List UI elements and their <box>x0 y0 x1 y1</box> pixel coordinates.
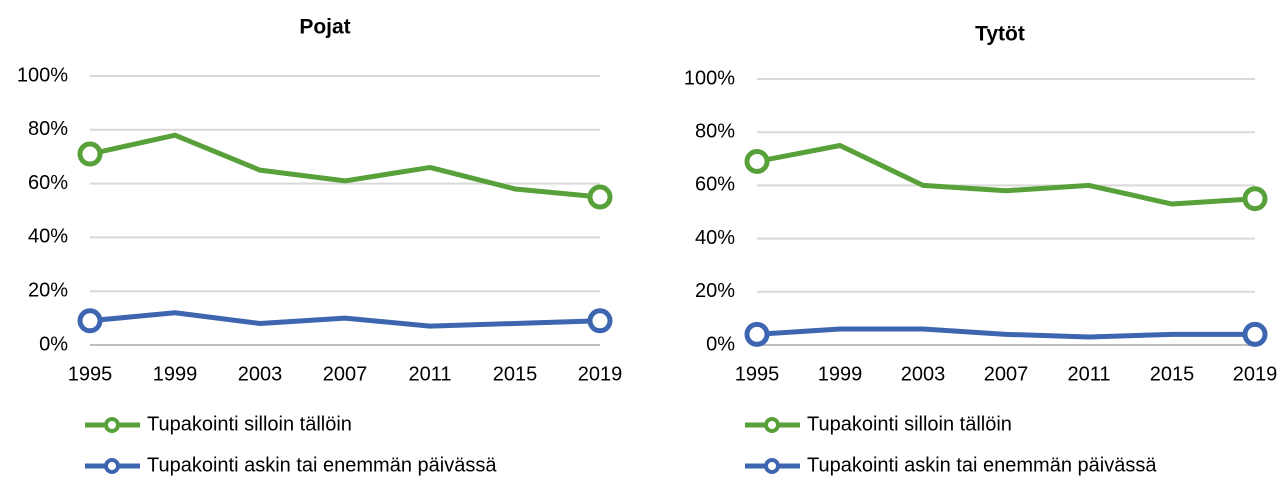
y-tick-label: 60% <box>28 172 68 194</box>
x-tick-label: 1999 <box>818 363 863 385</box>
x-tick-label: 1995 <box>68 363 113 385</box>
x-tick-label: 2011 <box>408 363 451 385</box>
y-tick-label: 0% <box>39 333 68 355</box>
x-tick-label: 2003 <box>238 363 283 385</box>
y-tick-label: 80% <box>695 120 735 142</box>
x-tick-label: 2015 <box>493 363 538 385</box>
line <box>756 143 1256 207</box>
endpoint-marker <box>77 308 103 334</box>
x-tick-label: 2019 <box>1233 363 1278 385</box>
endpoint-marker <box>1242 321 1268 347</box>
legend-label: Tupakointi silloin tällöin <box>807 413 1012 435</box>
endpoint-marker <box>1242 186 1268 212</box>
legend-label: Tupakointi silloin tällöin <box>147 413 352 435</box>
x-tick-label: 2003 <box>901 363 946 385</box>
y-tick-label: 40% <box>695 227 735 249</box>
chart-title: Tytöt <box>975 23 1025 46</box>
legend-marker <box>104 417 120 433</box>
endpoint-marker <box>744 321 770 347</box>
x-tick-label: 2007 <box>323 363 368 385</box>
legend-label: Tupakointi askin tai enemmän päivässä <box>147 454 497 476</box>
legend-marker <box>764 458 780 474</box>
chart-title: Pojat <box>299 16 350 39</box>
y-tick-label: 20% <box>28 279 68 301</box>
y-tick-label: 80% <box>28 118 68 140</box>
y-tick-label: 100% <box>684 67 735 89</box>
y-tick-label: 60% <box>695 174 735 196</box>
legend-marker <box>764 417 780 433</box>
line <box>89 310 601 329</box>
y-tick-label: 0% <box>706 333 735 355</box>
x-tick-label: 2011 <box>1067 363 1110 385</box>
x-tick-label: 1995 <box>735 363 780 385</box>
y-tick-label: 100% <box>17 64 68 86</box>
line <box>756 326 1255 340</box>
endpoint-marker <box>587 308 613 334</box>
x-tick-label: 1999 <box>153 363 198 385</box>
line <box>89 132 601 200</box>
y-tick-label: 40% <box>28 226 68 248</box>
legend-marker <box>104 458 120 474</box>
x-tick-label: 2007 <box>984 363 1029 385</box>
x-tick-label: 2015 <box>1150 363 1195 385</box>
legend-label: Tupakointi askin tai enemmän päivässä <box>807 454 1157 476</box>
y-tick-label: 20% <box>695 280 735 302</box>
x-tick-label: 2019 <box>578 363 623 385</box>
endpoint-marker <box>77 141 103 167</box>
endpoint-marker <box>587 184 613 210</box>
endpoint-marker <box>744 148 770 174</box>
